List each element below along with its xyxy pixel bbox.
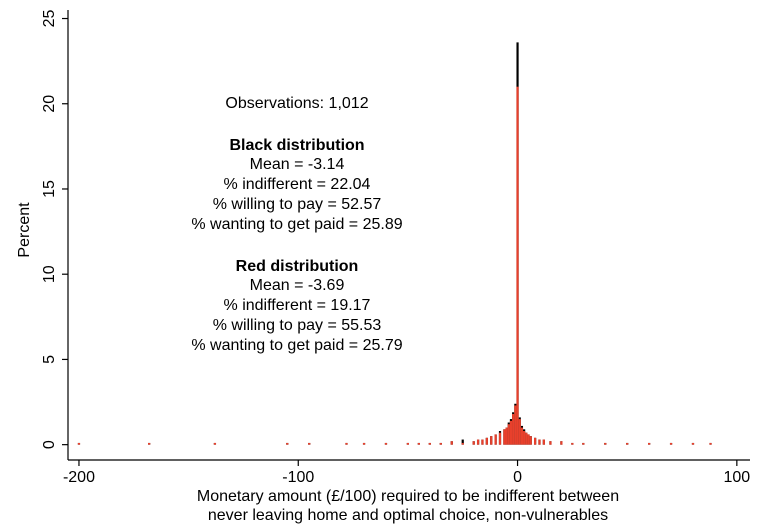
bar bbox=[428, 442, 431, 445]
bar bbox=[494, 434, 497, 445]
bar bbox=[604, 442, 607, 445]
bar bbox=[626, 442, 629, 445]
annotation: % willing to pay = 55.53 bbox=[213, 317, 382, 334]
bar bbox=[523, 431, 526, 445]
x-tick-label: 0 bbox=[513, 469, 522, 486]
annotation: Observations: 1,012 bbox=[225, 95, 368, 112]
bar bbox=[538, 439, 541, 445]
annotation: % indifferent = 19.17 bbox=[224, 297, 371, 314]
bar bbox=[461, 439, 464, 445]
annotation: % wanting to get paid = 25.79 bbox=[191, 337, 402, 354]
annotation: Mean = -3.14 bbox=[250, 156, 345, 173]
bar bbox=[439, 442, 442, 445]
bar bbox=[549, 441, 552, 445]
y-tick-label: 20 bbox=[41, 95, 58, 113]
x-tick-label: -100 bbox=[282, 469, 314, 486]
bar bbox=[308, 442, 311, 445]
bar bbox=[406, 442, 409, 445]
bar bbox=[648, 442, 651, 445]
x-axis-label: Monetary amount (£/100) required to be i… bbox=[197, 488, 619, 505]
bar bbox=[503, 429, 506, 445]
bar bbox=[529, 436, 532, 445]
y-tick-label: 0 bbox=[41, 440, 58, 449]
y-tick-label: 25 bbox=[41, 10, 58, 28]
bar bbox=[345, 442, 348, 445]
bar bbox=[571, 442, 574, 445]
bar bbox=[560, 441, 563, 445]
bar bbox=[476, 439, 480, 445]
annotation: Mean = -3.69 bbox=[250, 277, 345, 294]
bar bbox=[498, 432, 502, 445]
bar bbox=[77, 442, 81, 445]
bar bbox=[461, 442, 464, 445]
bar bbox=[417, 442, 420, 445]
bar bbox=[148, 442, 151, 445]
bar bbox=[450, 441, 453, 445]
bar bbox=[527, 434, 530, 445]
bar bbox=[485, 437, 488, 445]
x-tick-label: 100 bbox=[723, 469, 750, 486]
bar bbox=[509, 420, 513, 445]
annotation: % indifferent = 22.04 bbox=[224, 176, 371, 193]
bar bbox=[709, 442, 712, 445]
bar bbox=[490, 436, 493, 445]
annotation: % willing to pay = 52.57 bbox=[213, 196, 382, 213]
bar bbox=[512, 413, 515, 445]
bar bbox=[525, 432, 528, 445]
bar bbox=[520, 427, 524, 445]
bar bbox=[472, 441, 475, 445]
annotation-title: Red distribution bbox=[236, 258, 359, 275]
bar bbox=[505, 427, 508, 445]
bar bbox=[514, 405, 517, 445]
bar bbox=[516, 86, 519, 445]
bar bbox=[213, 442, 217, 445]
annotation: % wanting to get paid = 25.89 bbox=[191, 216, 402, 233]
annotation-title: Black distribution bbox=[229, 137, 364, 154]
bar bbox=[669, 442, 673, 445]
y-tick-label: 10 bbox=[41, 265, 58, 283]
bar bbox=[518, 419, 521, 445]
y-axis-label: Percent bbox=[16, 202, 33, 258]
x-tick-label: -200 bbox=[63, 469, 95, 486]
bar bbox=[691, 442, 695, 445]
x-axis-label: never leaving home and optimal choice, n… bbox=[208, 507, 608, 524]
bar bbox=[286, 442, 289, 445]
bar bbox=[481, 439, 484, 445]
bar bbox=[542, 439, 545, 445]
bar bbox=[362, 442, 366, 445]
y-tick-label: 5 bbox=[41, 355, 58, 364]
bar bbox=[507, 424, 510, 445]
bar bbox=[384, 442, 388, 445]
bar bbox=[533, 437, 537, 445]
bar bbox=[582, 442, 585, 445]
y-tick-label: 15 bbox=[41, 180, 58, 198]
